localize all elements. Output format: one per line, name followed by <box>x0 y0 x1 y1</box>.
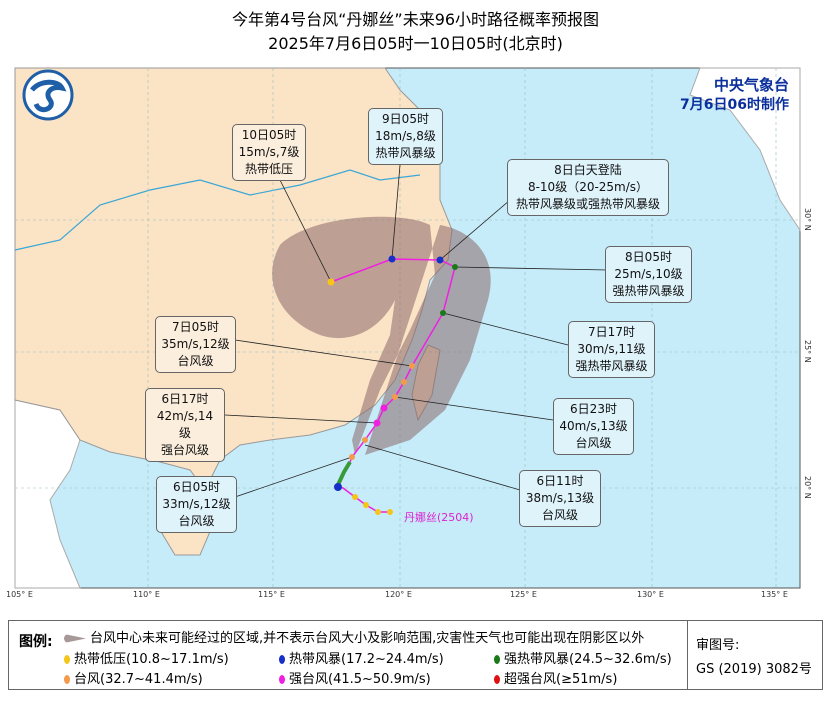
typhoon-name-label: 丹娜丝(2504) <box>404 510 474 524</box>
callout-9d05: 9日05时 18m/s,8级 热带风暴级 <box>368 108 443 165</box>
legend-item: 台风(32.7~41.4m/s) <box>64 668 203 687</box>
track-point <box>436 256 444 264</box>
lon-tick: 115° E <box>258 590 285 599</box>
track-points <box>327 255 458 515</box>
legend-label: 图例: <box>19 634 53 650</box>
lon-tick: 130° E <box>637 590 664 599</box>
lat-tick: 20° N <box>803 476 812 499</box>
sty-dot-icon <box>279 675 285 684</box>
callout-7d17: 7日17时 30m/s,11级 强热带风暴级 <box>568 321 655 378</box>
super-ty-dot-icon <box>494 675 500 684</box>
legend-item: 强台风(41.5~50.9m/s) <box>279 668 431 687</box>
callout-8d05: 8日05时 25m/s,10级 强热带风暴级 <box>605 246 692 303</box>
legend-item: 超强台风(≥51m/s) <box>494 668 617 687</box>
ts-dot-icon <box>279 655 285 664</box>
lon-tick: 105° E <box>6 590 33 599</box>
probability-cone <box>272 216 491 455</box>
callout-leaders <box>224 164 609 498</box>
track-point <box>409 363 415 369</box>
td-dot-icon <box>64 655 70 664</box>
callout-10d05: 10日05时 15m/s,7级 热带低压 <box>232 124 306 181</box>
callout-6d11: 6日11时 38m/s,13级 台风级 <box>519 470 601 527</box>
legend-item: 强热带风暴(24.5~32.6m/s) <box>494 648 672 667</box>
track-point <box>363 502 369 508</box>
legend-cone: 台风中心未来可能经过的区域,并不表示台风大小及影响范围,灾害性天气也可能出现在阴… <box>64 627 644 646</box>
track-point <box>349 454 355 460</box>
track-point <box>440 310 446 316</box>
legend-item: 热带低压(10.8~17.1m/s) <box>64 648 229 667</box>
legend: 图例: 台风中心未来可能经过的区域,并不表示台风大小及影响范围,灾害性天气也可能… <box>8 620 823 690</box>
callout-6d23: 6日23时 40m/s,13级 台风级 <box>553 398 634 455</box>
lon-tick: 120° E <box>385 590 412 599</box>
track-point <box>387 509 393 515</box>
japan-land <box>689 67 801 232</box>
legend-item: 热带风暴(17.2~24.4m/s) <box>279 648 444 667</box>
track-point <box>373 419 381 427</box>
lat-tick: 30° N <box>803 208 812 231</box>
track-point <box>388 255 396 263</box>
track-point <box>352 494 358 500</box>
ty-dot-icon <box>64 675 70 684</box>
map-subtitle: 2025年7月6日05时一10日05时(北京时) <box>268 34 563 53</box>
lon-tick: 110° E <box>133 590 160 599</box>
track-point <box>380 404 388 412</box>
sts-dot-icon <box>494 655 500 664</box>
lat-tick: 25° N <box>803 340 812 363</box>
track-point <box>327 278 335 286</box>
track-point <box>392 394 398 400</box>
issue-time: 7月6日06时制作 <box>680 97 789 113</box>
track-point <box>362 437 368 443</box>
callout-landfall: 8日白天登陆 8-10级（20-25m/s） 热带风暴级或强热带风暴级 <box>507 159 669 216</box>
lon-tick: 135° E <box>761 590 788 599</box>
map-title: 今年第4号台风“丹娜丝”未来96小时路径概率预报图 <box>231 10 600 29</box>
past-track-strong-storm <box>335 460 352 488</box>
agency-name: 中央气象台 <box>713 76 789 94</box>
track-point <box>375 509 381 515</box>
lon-tick: 125° E <box>510 590 537 599</box>
forecast-map: 丹娜丝(2504) <box>14 67 801 589</box>
cma-logo <box>22 69 74 121</box>
river <box>14 169 421 251</box>
cone-icon <box>64 634 86 643</box>
callout-7d05: 7日05时 35m/s,12级 台风级 <box>155 316 236 373</box>
approval-number: 审图号: GS (2019) 3082号 <box>687 620 823 690</box>
track-point <box>401 379 407 385</box>
callout-6d17: 6日17时 42m/s,14级 强台风级 <box>145 388 225 462</box>
callout-6d05: 6日05时 33m/s,12级 台风级 <box>156 476 237 533</box>
track-point <box>334 483 342 491</box>
track-point <box>452 264 458 270</box>
